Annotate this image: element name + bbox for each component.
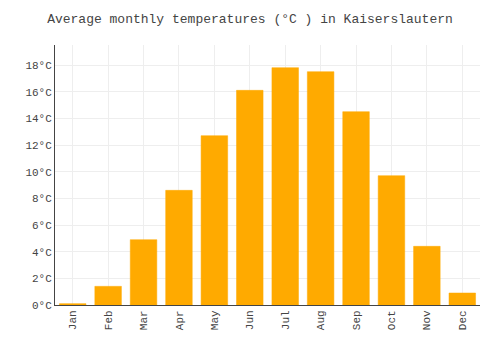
svg-text:0°C: 0°C [32, 300, 52, 312]
svg-text:8°C: 8°C [32, 193, 52, 205]
svg-text:Dec: Dec [457, 310, 469, 330]
svg-text:2°C: 2°C [32, 273, 52, 285]
svg-text:Feb: Feb [103, 310, 115, 330]
svg-text:Sep: Sep [351, 310, 363, 330]
svg-text:Oct: Oct [386, 310, 398, 330]
svg-text:18°C: 18°C [25, 60, 52, 72]
svg-text:Jun: Jun [244, 310, 256, 330]
svg-text:Apr: Apr [174, 310, 186, 330]
svg-text:Nov: Nov [421, 310, 433, 330]
svg-text:May: May [209, 310, 221, 330]
svg-text:12°C: 12°C [25, 140, 52, 152]
svg-text:14°C: 14°C [25, 113, 52, 125]
svg-text:Average monthly temperatures (: Average monthly temperatures (°C ) in Ka… [47, 12, 453, 27]
svg-text:Aug: Aug [315, 310, 327, 330]
svg-text:16°C: 16°C [25, 87, 52, 99]
svg-text:Jul: Jul [280, 310, 292, 330]
svg-text:Mar: Mar [138, 310, 150, 330]
svg-text:6°C: 6°C [32, 220, 52, 232]
svg-text:10°C: 10°C [25, 167, 52, 179]
svg-text:Jan: Jan [67, 310, 79, 330]
svg-text:4°C: 4°C [32, 247, 52, 259]
